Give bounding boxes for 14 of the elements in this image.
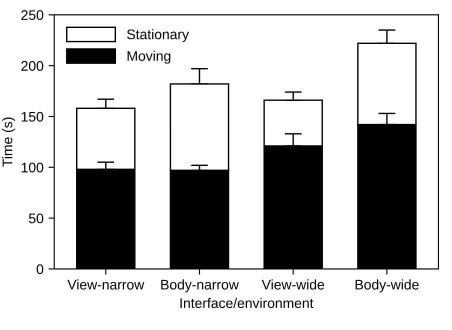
y-tick-label: 250 [21,10,44,20]
y-tick-label: 200 [21,61,44,71]
y-tick-label: 50 [28,213,44,224]
x-tick-label: Body-wide [356,279,419,292]
x-axis-title: Interface/environment [180,298,314,308]
x-tick-label: Body-narrow [161,279,239,292]
y-axis-title: Time (s) [2,118,16,167]
x-tick-label: View-wide [262,279,324,290]
x-tick-label: View-narrow [67,279,144,290]
legend-label: Moving [128,50,170,64]
y-tick-label: 150 [22,112,44,122]
y-tick-label: 0 [36,264,44,274]
y-tick-label: 100 [22,162,44,172]
legend-label: Stationary [127,29,189,42]
